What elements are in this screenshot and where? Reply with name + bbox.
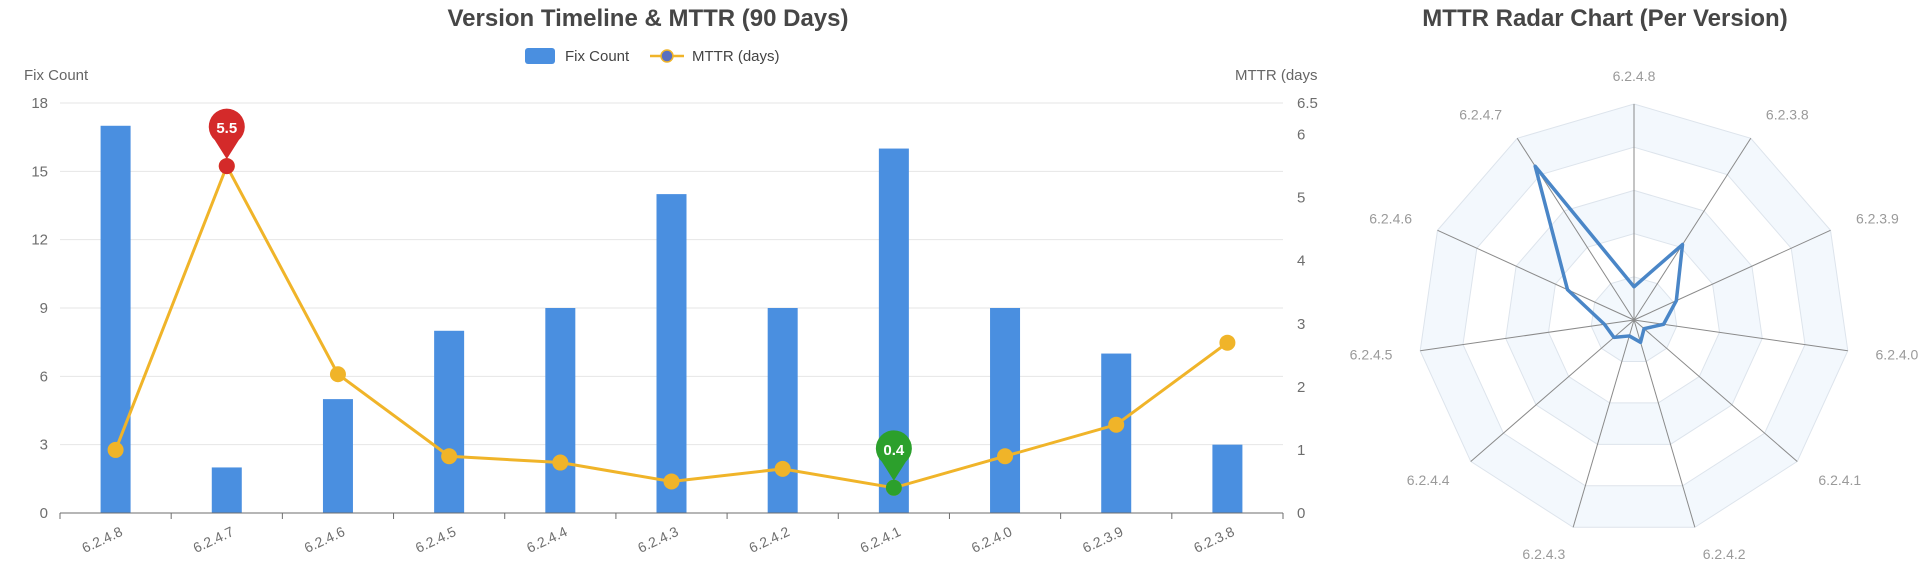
x-axis: 6.2.4.8 6.2.4.7 6.2.4.6 6.2.4.5 6.2.4.4 6.2.4… — [59, 513, 1284, 556]
mttr-point[interactable] — [107, 441, 124, 458]
marker-pin — [208, 108, 245, 160]
radar-axis-label: 6.2.3.9 — [1856, 211, 1899, 227]
y-right-axis: 0 1 2 3 4 5 6 6.5 — [1297, 95, 1318, 522]
mttr-point[interactable] — [329, 366, 346, 383]
mttr-radar-chart: MTTR Radar Chart (Per Version) 6.2.4.86.… — [1350, 5, 1919, 562]
x-tick-label: 6.2.4.4 — [524, 523, 570, 556]
marker-point — [885, 479, 902, 496]
main-chart-title: Version Timeline & MTTR (90 Days) — [447, 5, 848, 32]
radar-axis-label: 6.2.4.2 — [1703, 546, 1746, 562]
y-left-tick-label: 6 — [40, 368, 48, 385]
bar[interactable] — [545, 308, 576, 513]
y-right-axis-title: MTTR (days — [1235, 67, 1318, 84]
x-tick-label: 6.2.4.5 — [413, 523, 459, 556]
radar-series-polygon — [1533, 164, 1685, 345]
x-tick-label: 6.2.3.8 — [1191, 523, 1237, 556]
legend-fixcount-swatch[interactable] — [525, 48, 555, 64]
bar[interactable] — [1212, 444, 1243, 513]
radar-axis-label: 6.2.4.1 — [1818, 472, 1861, 488]
radar-spoke — [1470, 319, 1635, 462]
legend-mttr-label[interactable]: MTTR (days) — [692, 48, 780, 65]
bar[interactable] — [767, 308, 798, 513]
bar[interactable] — [1101, 353, 1132, 513]
radar-axis-label: 6.2.4.8 — [1613, 68, 1656, 84]
y-right-tick-label: 6 — [1297, 127, 1305, 144]
radar-axis-label: 6.2.4.7 — [1459, 107, 1502, 123]
y-right-tick-label: 6.5 — [1297, 95, 1318, 112]
y-left-axis: 0 3 6 9 12 15 18 — [31, 95, 48, 522]
radar-spoke — [1633, 319, 1848, 352]
bar[interactable] — [656, 194, 687, 513]
y-right-tick-label: 3 — [1297, 316, 1305, 333]
mttr-point[interactable] — [441, 448, 458, 465]
radar-axis-label: 6.2.4.6 — [1369, 211, 1412, 227]
x-tick-label: 6.2.4.0 — [969, 523, 1015, 556]
x-tick-label: 6.2.3.9 — [1080, 523, 1126, 556]
value-markers: 5.5 0.4 — [208, 108, 912, 496]
y-left-tick-label: 12 — [31, 232, 48, 249]
radar-spokes — [1420, 104, 1848, 528]
radar-axis-labels: 6.2.4.8 6.2.3.8 6.2.3.9 6.2.4.0 6.2.4.1 6.2.4… — [1350, 68, 1919, 562]
mttr-point[interactable] — [774, 460, 791, 477]
x-tick-label: 6.2.4.6 — [302, 523, 348, 556]
radar-chart-title: MTTR Radar Chart (Per Version) — [1422, 5, 1787, 32]
x-tick-label: 6.2.4.3 — [635, 523, 681, 556]
y-left-tick-label: 9 — [40, 300, 48, 317]
radar-spoke — [1437, 229, 1635, 321]
marker-label: 5.5 — [216, 120, 237, 137]
radar-axis-label: 6.2.4.4 — [1407, 472, 1450, 488]
marker-label: 0.4 — [883, 442, 905, 459]
radar-spoke — [1633, 229, 1831, 321]
x-tick-label: 6.2.4.1 — [858, 523, 904, 556]
x-tick-label: 6.2.4.7 — [190, 523, 236, 556]
bar[interactable] — [322, 399, 353, 513]
marker-pin — [875, 430, 912, 481]
radar-axis-label: 6.2.4.3 — [1522, 546, 1565, 562]
bar[interactable] — [434, 330, 465, 513]
radar-spoke — [1572, 319, 1635, 528]
y-right-tick-label: 1 — [1297, 442, 1305, 459]
x-tick-label: 6.2.4.2 — [746, 523, 792, 556]
mttr-point[interactable] — [1219, 334, 1236, 351]
y-left-tick-label: 15 — [31, 163, 48, 180]
mttr-point[interactable] — [552, 454, 569, 471]
y-right-tick-label: 4 — [1297, 253, 1305, 270]
y-right-tick-label: 2 — [1297, 379, 1305, 396]
fix-count-bars — [100, 125, 1243, 514]
bar[interactable] — [211, 467, 242, 513]
radar-axis-label: 6.2.4.0 — [1876, 347, 1919, 363]
radar-spoke — [1633, 138, 1752, 321]
legend-fixcount-label[interactable]: Fix Count — [565, 48, 630, 65]
radar-axis-label: 6.2.3.8 — [1766, 107, 1809, 123]
y-left-tick-label: 3 — [40, 437, 48, 454]
radar-spoke — [1420, 319, 1635, 352]
y-left-tick-label: 18 — [31, 95, 48, 112]
bar[interactable] — [990, 308, 1021, 513]
radar-spoke — [1633, 319, 1798, 462]
y-right-tick-label: 0 — [1297, 505, 1305, 522]
y-left-axis-title: Fix Count — [24, 67, 89, 84]
mttr-point[interactable] — [663, 473, 680, 490]
radar-spoke — [1633, 319, 1696, 528]
y-left-tick-label: 0 — [40, 505, 48, 522]
legend-mttr-dot[interactable] — [660, 49, 674, 63]
x-tick-label: 6.2.4.8 — [79, 523, 125, 556]
legend[interactable]: Fix Count MTTR (days) — [525, 48, 780, 65]
version-timeline-chart: Version Timeline & MTTR (90 Days) Fix Co… — [24, 5, 1318, 556]
mttr-point[interactable] — [997, 448, 1014, 465]
marker-point — [218, 158, 235, 175]
y-right-tick-label: 5 — [1297, 190, 1305, 207]
radar-axis-label: 6.2.4.5 — [1350, 347, 1393, 363]
mttr-point[interactable] — [1108, 416, 1125, 433]
